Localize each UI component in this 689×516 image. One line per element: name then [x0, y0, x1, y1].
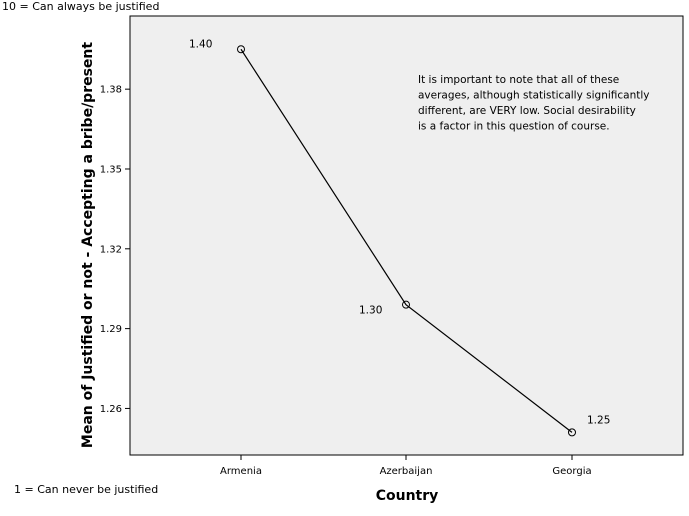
x-axis: Armenia Azerbaijan Georgia — [220, 455, 592, 477]
scale-max-note: 10 = Can always be justified — [2, 0, 160, 13]
annotation-line: different, are VERY low. Social desirabi… — [418, 105, 636, 117]
y-tick-label: 1.32 — [100, 244, 122, 255]
y-tick-label: 1.29 — [100, 324, 122, 335]
data-labels: 1.40 1.30 1.25 — [189, 38, 610, 426]
data-label: 1.30 — [359, 305, 382, 317]
annotation-line: It is important to note that all of thes… — [418, 74, 619, 86]
series-line — [240, 48, 573, 433]
series — [237, 45, 576, 437]
annotation-line: averages, although statistically signifi… — [418, 90, 650, 102]
y-tick-label: 1.38 — [100, 85, 122, 96]
y-tick-label: 1.26 — [100, 404, 122, 415]
data-label: 1.25 — [587, 414, 610, 426]
plot-area — [129, 15, 684, 456]
x-tick-label: Georgia — [552, 466, 591, 477]
x-axis-title: Country — [376, 488, 439, 504]
data-point — [237, 45, 245, 54]
y-axis-title: Mean of Justified or not - Accepting a b… — [80, 42, 96, 448]
y-axis: 1.26 1.29 1.32 1.35 1.38 — [100, 85, 130, 415]
x-tick-label: Armenia — [220, 466, 262, 477]
annotation-line: is a factor in this question of course. — [418, 121, 610, 133]
x-tick-label: Azerbaijan — [380, 466, 433, 477]
y-tick-label: 1.35 — [100, 164, 122, 175]
data-point — [402, 300, 410, 309]
data-label: 1.40 — [189, 38, 212, 50]
scale-min-note: 1 = Can never be justified — [14, 483, 159, 496]
data-point — [568, 428, 576, 437]
annotation-text: It is important to note that all of thes… — [418, 74, 650, 133]
